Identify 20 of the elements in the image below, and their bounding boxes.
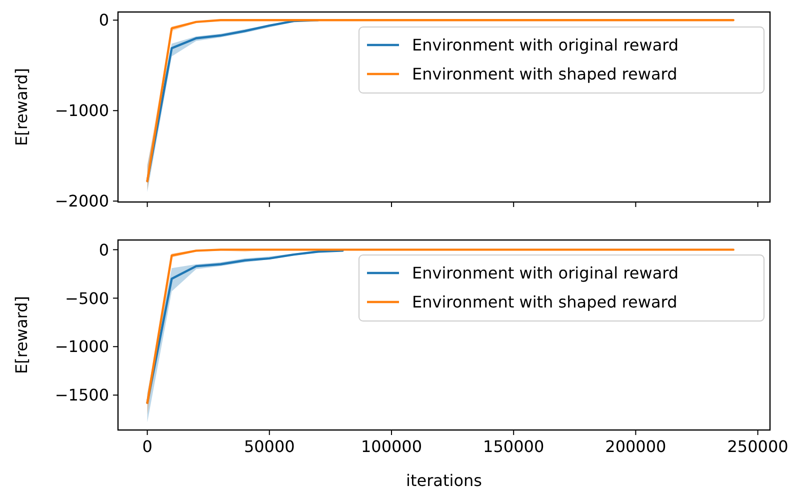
y-tick-label: −500 (65, 288, 109, 308)
x-tick-label: 0 (142, 437, 152, 456)
legend-label: Environment with original reward (412, 264, 679, 283)
y-tick-label: 0 (98, 240, 109, 260)
y-tick-label: −1500 (54, 386, 109, 405)
x-tick-label: 150000 (483, 437, 544, 456)
x-axis-title: iterations (406, 471, 482, 490)
y-tick-label: −2000 (54, 192, 109, 211)
legend-label: Environment with original reward (412, 36, 679, 55)
x-tick-label: 50000 (244, 437, 295, 456)
x-tick-label: 200000 (605, 437, 666, 456)
legend-label: Environment with shaped reward (412, 292, 678, 312)
legend-label: Environment with shaped reward (412, 64, 678, 84)
y-tick-label: −1000 (54, 337, 109, 356)
x-tick-label: 100000 (360, 437, 422, 456)
y-tick-label: 0 (98, 10, 109, 30)
x-tick-label: 250000 (727, 437, 788, 456)
y-axis-title: E[reward] (12, 296, 31, 374)
y-axis-title: E[reward] (12, 68, 31, 146)
y-tick-label: −1000 (54, 101, 109, 120)
